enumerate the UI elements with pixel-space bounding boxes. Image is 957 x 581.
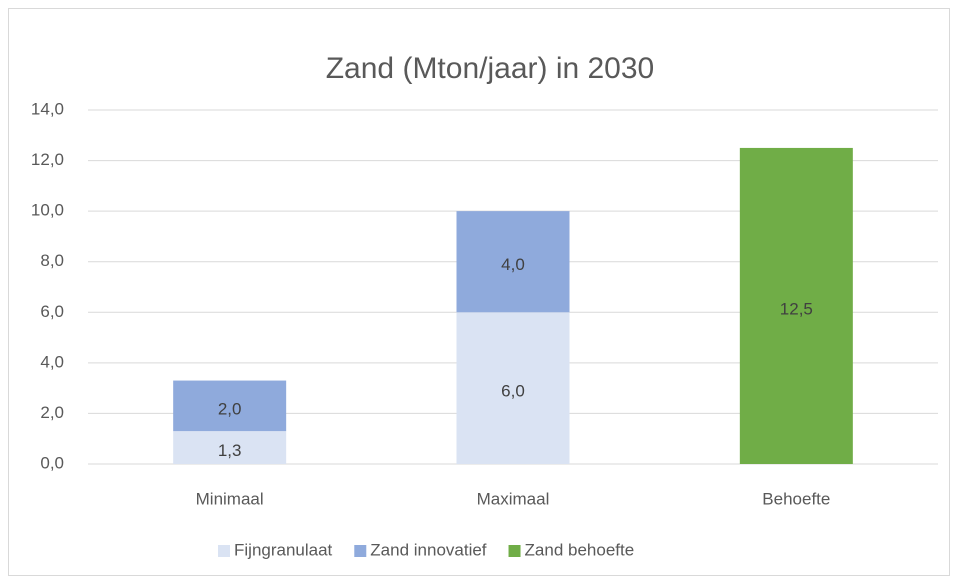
- bar-segment: [456, 211, 570, 313]
- chart-title: Zand (Mton/jaar) in 2030: [326, 52, 655, 85]
- y-tick-label: 14,0: [31, 99, 64, 118]
- y-tick-label: 12,0: [31, 150, 64, 169]
- y-tick-label: 0,0: [40, 453, 64, 472]
- legend-swatch: [218, 545, 230, 557]
- y-tick-label: 4,0: [40, 352, 64, 371]
- data-label: 1,3: [218, 441, 242, 460]
- y-tick-label: 10,0: [31, 201, 64, 220]
- legend-label: Fijngranulaat: [234, 540, 333, 559]
- legend-swatch: [354, 545, 367, 557]
- data-label: 2,0: [218, 399, 242, 418]
- bar-segment: [456, 312, 570, 464]
- y-tick-label: 6,0: [40, 302, 64, 321]
- bar-segment: [173, 380, 287, 432]
- legend-label: Zand behoefte: [525, 540, 635, 559]
- legend-swatch: [508, 545, 521, 557]
- x-tick-label: Minimaal: [196, 489, 264, 508]
- legend-label: Zand innovatief: [370, 540, 487, 559]
- x-tick-label: Behoefte: [762, 489, 830, 508]
- bar-segment: [173, 431, 287, 464]
- y-tick-label: 8,0: [40, 251, 64, 270]
- x-tick-label: Maximaal: [477, 489, 550, 508]
- data-label: 4,0: [501, 255, 525, 274]
- y-tick-label: 2,0: [40, 403, 64, 422]
- data-label: 6,0: [501, 382, 525, 401]
- data-label: 12,5: [780, 299, 813, 318]
- bar-segment: [739, 147, 853, 464]
